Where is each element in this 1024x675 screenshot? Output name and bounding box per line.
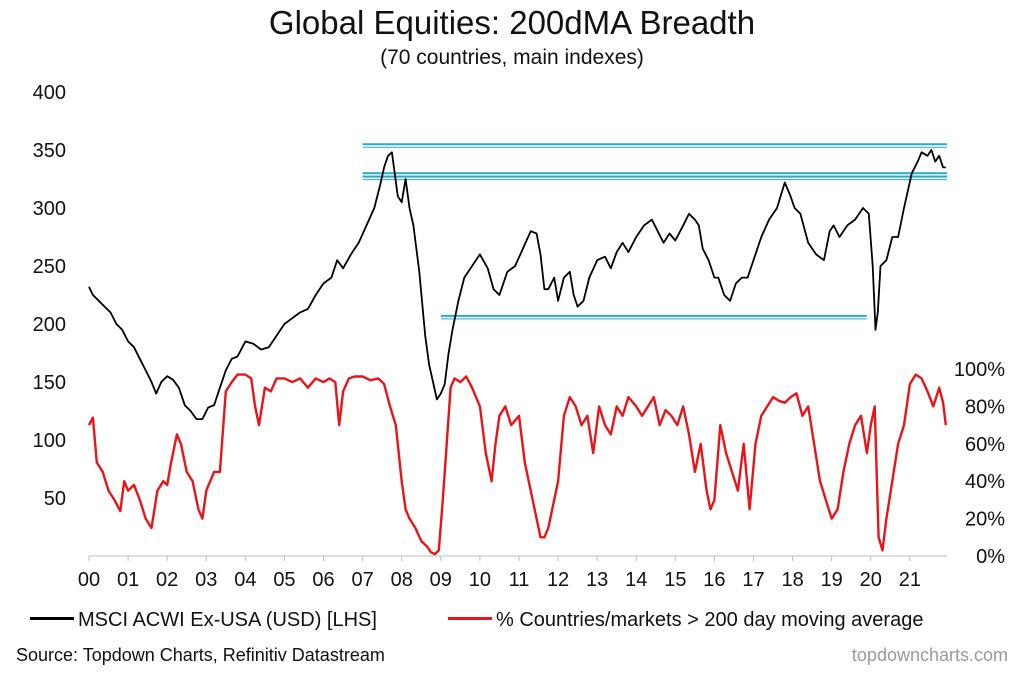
source-note: Source: Topdown Charts, Refinitiv Datast… bbox=[16, 645, 385, 665]
x-tick-label: 06 bbox=[312, 569, 334, 591]
y-right-tick-label: 100% bbox=[954, 359, 1005, 381]
legend-label-rhs: % Countries/markets > 200 day moving ave… bbox=[496, 609, 924, 631]
x-tick-label: 04 bbox=[234, 569, 256, 591]
y-right-tick-label: 40% bbox=[965, 471, 1005, 493]
x-tick-label: 20 bbox=[860, 569, 882, 591]
x-tick-label: 15 bbox=[664, 569, 686, 591]
x-tick-label: 02 bbox=[156, 569, 178, 591]
x-tick-label: 00 bbox=[78, 569, 100, 591]
y-left-tick-label: 150 bbox=[33, 372, 66, 394]
series-layer bbox=[87, 149, 947, 556]
x-tick-label: 01 bbox=[117, 569, 139, 591]
y-left-tick-label: 300 bbox=[33, 198, 66, 220]
y-right-tick-label: 0% bbox=[976, 546, 1005, 568]
chart-subtitle: (70 countries, main indexes) bbox=[380, 46, 644, 69]
axis-layer: 00 01 02 03 04 05 06 07 08 09 10 11 12 13 14 15 16 17 18 19… bbox=[33, 82, 1006, 591]
x-tick-label: 10 bbox=[469, 569, 491, 591]
x-tick-label: 19 bbox=[821, 569, 843, 591]
legend-item-lhs: MSCI ACWI Ex-USA (USD) [LHS] bbox=[30, 609, 377, 632]
legend-label-lhs: MSCI ACWI Ex-USA (USD) [LHS] bbox=[78, 609, 377, 631]
y-left-tick-label: 200 bbox=[33, 314, 66, 336]
x-tick-label: 11 bbox=[509, 569, 530, 591]
x-tick-label: 14 bbox=[625, 569, 647, 591]
y-right-tick-label: 20% bbox=[965, 509, 1005, 531]
x-tick-label: 05 bbox=[273, 569, 295, 591]
x-tick-label: 03 bbox=[195, 569, 217, 591]
x-tick-label: 12 bbox=[547, 569, 569, 591]
chart-plot: 00 01 02 03 04 05 06 07 08 09 10 11 12 13 14 15 16 17 18 19… bbox=[33, 82, 1006, 591]
legend-swatch-lhs bbox=[30, 617, 74, 621]
x-tick-label: 16 bbox=[703, 569, 725, 591]
y-left-tick-label: 400 bbox=[33, 82, 66, 104]
x-tick-label: 09 bbox=[430, 569, 452, 591]
x-tick-label: 07 bbox=[351, 569, 373, 591]
x-tick-label: 08 bbox=[391, 569, 413, 591]
chart-title: Global Equities: 200dMA Breadth bbox=[268, 4, 756, 41]
y-left-tick-label: 250 bbox=[33, 256, 66, 278]
y-right-tick-label: 80% bbox=[965, 396, 1005, 418]
legend: MSCI ACWI Ex-USA (USD) [LHS] % Countries… bbox=[30, 609, 1020, 637]
y-left-tick-label: 50 bbox=[44, 488, 66, 510]
x-tick-label: 17 bbox=[742, 569, 764, 591]
x-tick-label: 13 bbox=[586, 569, 608, 591]
y-left-tick-label: 350 bbox=[33, 140, 66, 162]
resistance-support-levels bbox=[362, 143, 947, 320]
x-tick-label: 18 bbox=[781, 569, 803, 591]
series-line-msci bbox=[88, 149, 946, 421]
legend-item-rhs: % Countries/markets > 200 day moving ave… bbox=[448, 609, 923, 632]
series-line-breadth bbox=[87, 373, 947, 556]
x-tick-label: 21 bbox=[899, 569, 921, 591]
y-left-tick-label: 100 bbox=[33, 430, 66, 452]
y-right-tick-label: 60% bbox=[965, 434, 1005, 456]
legend-swatch-rhs bbox=[448, 617, 492, 621]
watermark: topdowncharts.com bbox=[851, 645, 1008, 665]
